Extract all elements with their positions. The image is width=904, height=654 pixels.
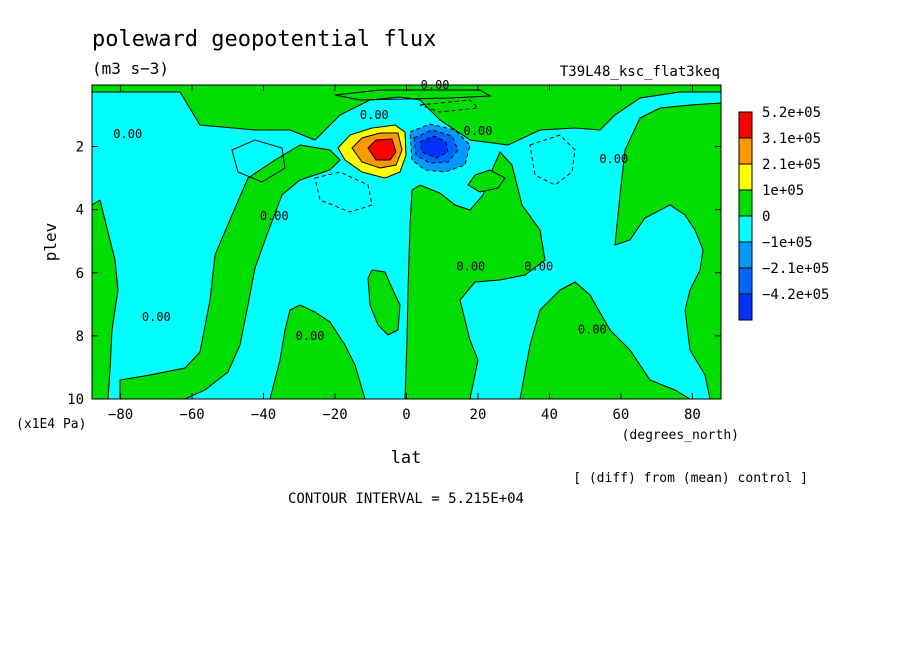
contour-label-5: 0.00 bbox=[456, 259, 485, 273]
legend-swatch-7 bbox=[738, 293, 753, 321]
contour-label-3: 0.00 bbox=[464, 124, 493, 138]
positive-region-top bbox=[92, 85, 721, 146]
neg-lobe-level-3 bbox=[419, 135, 449, 159]
color-legend: 5.2e+05 3.1e+05 2.1e+05 1e+05 0 −1e+05 −2.1e+0… bbox=[738, 105, 829, 321]
contour-labels: 0.00 0.00 0.00 0.00 0.00 0.00 0.00 0.00 0.00 0.00… bbox=[113, 78, 628, 343]
x-tick-label: −40 bbox=[251, 407, 276, 423]
legend-swatch-5 bbox=[738, 241, 753, 269]
x-axis-label: lat bbox=[391, 448, 422, 468]
negative-contours bbox=[314, 99, 576, 213]
positive-contours bbox=[231, 89, 492, 183]
pos-contour-sw bbox=[231, 139, 286, 183]
contour-label-8: 0.00 bbox=[296, 329, 325, 343]
legend-label-7: −4.2e+05 bbox=[762, 287, 829, 303]
positive-lobe bbox=[337, 124, 407, 179]
y-tick-label: 8 bbox=[76, 329, 84, 345]
x-tick-label: 40 bbox=[541, 407, 558, 423]
legend-label-4: 0 bbox=[762, 209, 770, 225]
legend-label-1: 3.1e+05 bbox=[762, 131, 821, 147]
plot-area bbox=[92, 85, 721, 399]
legend-label-3: 1e+05 bbox=[762, 183, 804, 199]
diff-footnote: [ (diff) from (mean) control ] bbox=[573, 471, 808, 486]
positive-region-sw bbox=[119, 144, 341, 399]
x-tick-label: 60 bbox=[613, 407, 630, 423]
lobe-level-3 bbox=[367, 138, 397, 161]
chart-subtitle: (m3 s−3) bbox=[92, 59, 169, 78]
legend-swatch-4 bbox=[738, 215, 753, 243]
y-tick-label: 2 bbox=[76, 140, 84, 156]
legend-label-0: 5.2e+05 bbox=[762, 105, 821, 121]
legend-swatch-2 bbox=[738, 163, 753, 191]
contour-label-2: 0.00 bbox=[360, 108, 389, 122]
positive-region-isolated bbox=[367, 269, 401, 336]
y-axis: 2 4 6 8 10 bbox=[67, 140, 721, 408]
y-axis-units: (x1E4 Pa) bbox=[16, 417, 86, 432]
x-tick-label: 0 bbox=[402, 407, 410, 423]
contour-label-6: 0.00 bbox=[524, 259, 553, 273]
run-label: T39L48_ksc_flat3keq bbox=[560, 64, 720, 80]
positive-region-center-left bbox=[269, 304, 366, 399]
legend-swatch-0 bbox=[738, 111, 753, 139]
positive-regions bbox=[92, 85, 721, 399]
y-tick-label: 4 bbox=[76, 203, 84, 219]
positive-region-center bbox=[404, 151, 546, 399]
x-axis: −80 −60 −40 −20 0 20 40 60 80 bbox=[108, 85, 701, 423]
neg-contour-ne bbox=[529, 134, 576, 186]
positive-region-small-ne bbox=[467, 169, 506, 193]
x-tick-label: −20 bbox=[322, 407, 347, 423]
x-axis-units: (degrees_north) bbox=[622, 428, 739, 443]
chart-title: poleward geopotential flux bbox=[92, 27, 436, 52]
legend-label-2: 2.1e+05 bbox=[762, 157, 821, 173]
y-tick-label: 10 bbox=[67, 392, 84, 408]
neg-contour-top bbox=[419, 99, 480, 113]
contour-label-4: 0.00 bbox=[260, 209, 289, 223]
contour-label-10: 0.00 bbox=[599, 152, 628, 166]
contour-label-7: 0.00 bbox=[142, 310, 171, 324]
legend-label-5: −1e+05 bbox=[762, 235, 813, 251]
legend-swatch-1 bbox=[738, 137, 753, 165]
legend-label-6: −2.1e+05 bbox=[762, 261, 829, 277]
negative-lobe bbox=[409, 123, 471, 173]
x-tick-label: 80 bbox=[684, 407, 701, 423]
positive-region-ne bbox=[614, 102, 721, 399]
x-tick-label: −60 bbox=[179, 407, 204, 423]
legend-swatch-3 bbox=[738, 189, 753, 217]
legend-swatch-6 bbox=[738, 267, 753, 295]
contour-label-1: 0.00 bbox=[113, 127, 142, 141]
y-axis-label: plev bbox=[41, 223, 60, 262]
contour-interval: CONTOUR INTERVAL = 5.215E+04 bbox=[288, 491, 524, 507]
contour-label-9: 0.00 bbox=[578, 323, 607, 337]
y-tick-label: 6 bbox=[76, 266, 84, 282]
positive-region-sw2 bbox=[92, 199, 119, 399]
x-tick-label: 20 bbox=[470, 407, 487, 423]
x-tick-label: −80 bbox=[108, 407, 133, 423]
pos-contour-top bbox=[334, 89, 492, 101]
positive-region-east bbox=[519, 281, 691, 399]
